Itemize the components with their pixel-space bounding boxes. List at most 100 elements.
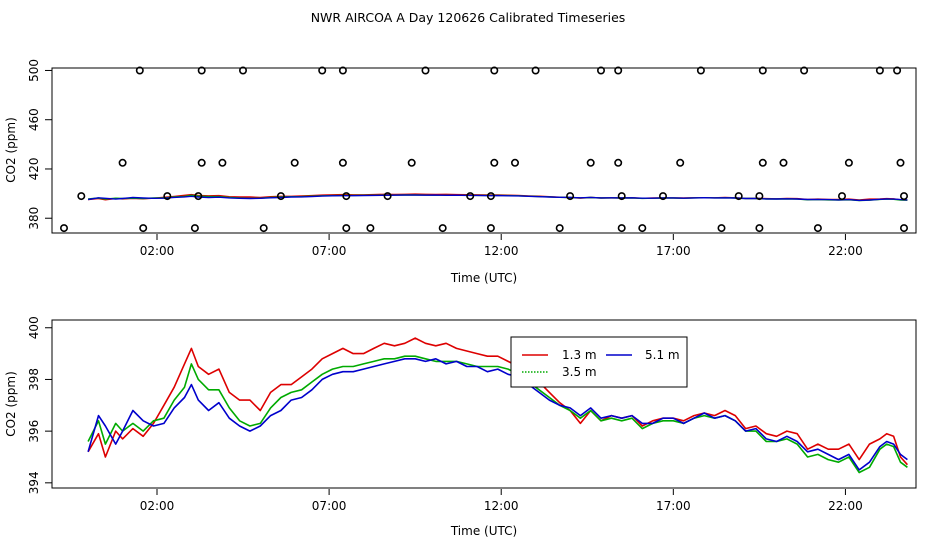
outlier-point — [510, 158, 519, 167]
bottom-x-tick-label: 17:00 — [656, 499, 691, 513]
outlier-point — [77, 192, 86, 201]
outlier-point — [239, 66, 248, 75]
bottom-panel: 02:00 07:00 12:00 17:00 22:00 394 396 398 400 T… — [4, 316, 917, 538]
top-series-lines — [87, 193, 908, 202]
outlier-point — [290, 158, 299, 167]
legend: 1.3 m 5.1 m 3.5 m — [510, 336, 688, 388]
outlier-point — [197, 66, 206, 75]
bottom-x-axis-label: Time (UTC) — [450, 524, 517, 538]
outlier-point — [438, 224, 447, 233]
outlier-point — [755, 192, 764, 201]
bottom-y-tick-label: 394 — [27, 471, 41, 494]
top-y-tick-label: 500 — [27, 59, 41, 82]
top-y-tick-label: 420 — [27, 158, 41, 181]
outlier-point — [194, 192, 203, 201]
bottom-x-tick-label: 22:00 — [828, 499, 863, 513]
chart-title: NWR AIRCOA A Day 120626 Calibrated Times… — [311, 10, 626, 25]
outlier-point — [338, 66, 347, 75]
outlier-point — [555, 224, 564, 233]
bottom-y-axis: 394 396 398 400 — [27, 316, 52, 494]
bottom-x-axis: 02:00 07:00 12:00 17:00 22:00 — [140, 489, 863, 513]
bottom-y-tick-label: 398 — [27, 368, 41, 391]
bottom-x-tick-label: 12:00 — [484, 499, 519, 513]
outlier-point — [899, 224, 908, 233]
bottom-y-axis-label: CO2 (ppm) — [4, 371, 18, 437]
top-x-tick-label: 12:00 — [484, 244, 519, 258]
outlier-point — [383, 192, 392, 201]
outlier-point — [59, 224, 68, 233]
outlier-point — [135, 66, 144, 75]
outlier-point — [466, 192, 475, 201]
series-line-5-1-m — [87, 358, 908, 471]
outlier-point — [696, 66, 705, 75]
outlier-point — [586, 158, 595, 167]
outlier-point — [614, 66, 623, 75]
top-plot-area — [59, 66, 908, 233]
outlier-point — [318, 66, 327, 75]
top-y-tick-label: 460 — [27, 108, 41, 131]
outlier-point — [218, 158, 227, 167]
outlier-point — [139, 224, 148, 233]
top-x-axis-label: Time (UTC) — [450, 271, 517, 285]
outlier-point — [779, 158, 788, 167]
top-x-tick-label: 17:00 — [656, 244, 691, 258]
outlier-point — [259, 224, 268, 233]
outlier-point — [899, 192, 908, 201]
bottom-y-tick-label: 400 — [27, 316, 41, 339]
outlier-point — [342, 224, 351, 233]
legend-label-1-3m: 1.3 m — [562, 348, 597, 362]
top-x-tick-label: 02:00 — [140, 244, 175, 258]
outlier-point — [163, 192, 172, 201]
outlier-point — [531, 66, 540, 75]
outlier-point — [893, 66, 902, 75]
top-y-axis-label: CO2 (ppm) — [4, 117, 18, 183]
outlier-point — [338, 158, 347, 167]
outlier-point — [596, 66, 605, 75]
top-series-line-5-1-m — [87, 194, 908, 202]
outlier-point — [813, 224, 822, 233]
legend-label-3-5m: 3.5 m — [562, 365, 597, 379]
outlier-point — [638, 224, 647, 233]
top-x-tick-label: 22:00 — [828, 244, 863, 258]
top-y-axis: 380 420 460 500 — [27, 59, 52, 230]
outlier-point — [490, 66, 499, 75]
bottom-y-tick-label: 396 — [27, 420, 41, 443]
outlier-point — [614, 158, 623, 167]
legend-label-5-1m: 5.1 m — [645, 348, 680, 362]
outlier-point — [486, 192, 495, 201]
top-x-tick-label: 07:00 — [312, 244, 347, 258]
top-plot-frame — [51, 67, 917, 234]
outlier-point — [617, 192, 626, 201]
outlier-point — [755, 224, 764, 233]
outlier-point — [342, 192, 351, 201]
outlier-point — [676, 158, 685, 167]
outlier-point — [118, 158, 127, 167]
outlier-point — [837, 192, 846, 201]
outlier-point — [717, 224, 726, 233]
outlier-point — [896, 158, 905, 167]
outlier-point — [490, 158, 499, 167]
outlier-point — [407, 158, 416, 167]
outlier-point — [800, 66, 809, 75]
bottom-x-tick-label: 02:00 — [140, 499, 175, 513]
outlier-point — [566, 192, 575, 201]
outlier-point — [875, 66, 884, 75]
outlier-point — [197, 158, 206, 167]
top-x-axis: 02:00 07:00 12:00 17:00 22:00 — [140, 234, 863, 258]
outlier-point — [366, 224, 375, 233]
legend-box — [510, 336, 688, 388]
outlier-point — [844, 158, 853, 167]
outlier-point — [486, 224, 495, 233]
outlier-point — [734, 192, 743, 201]
bottom-series-lines — [87, 337, 908, 474]
top-panel: 02:00 07:00 12:00 17:00 22:00 380 420 460 500 T… — [4, 59, 917, 285]
top-y-tick-label: 380 — [27, 207, 41, 230]
outlier-point — [190, 224, 199, 233]
outlier-point — [276, 192, 285, 201]
series-line-1-3-m — [87, 337, 908, 466]
bottom-plot-frame — [51, 319, 917, 489]
outlier-point — [617, 224, 626, 233]
outlier-point — [758, 66, 767, 75]
bottom-x-tick-label: 07:00 — [312, 499, 347, 513]
